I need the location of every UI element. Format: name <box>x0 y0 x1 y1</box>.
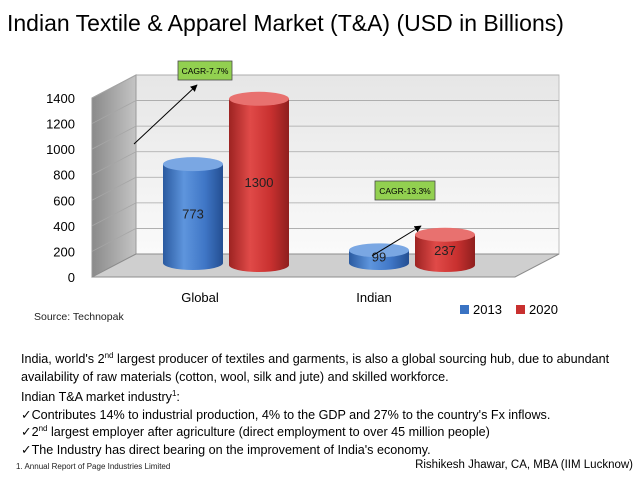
bullet-item: ✓2nd largest employer after agriculture … <box>21 424 629 442</box>
intro-ordinal: nd <box>104 350 114 360</box>
x-tick-label-indian: Indian <box>356 290 391 305</box>
y-tick-label: 1400 <box>46 91 75 106</box>
chart-floor <box>91 253 560 278</box>
data-label-2020-Global: 1300 <box>245 175 274 190</box>
gridline <box>91 125 559 150</box>
bullet-text-end: largest employer after agriculture (dire… <box>47 425 490 439</box>
bar-2020-Global <box>229 98 289 273</box>
chart-source: Source: Technopak <box>34 311 124 323</box>
footnote-marker: 1 <box>171 388 177 398</box>
y-tick-label: 800 <box>53 168 75 183</box>
check-icon: ✓ <box>21 425 32 439</box>
bullet-ordinal: nd <box>38 423 48 433</box>
industry-heading-suffix: : <box>176 390 180 404</box>
industry-heading: Indian T&A market industry1: <box>21 389 629 407</box>
cagr-box <box>374 180 436 201</box>
y-tick-label: 400 <box>53 219 75 234</box>
bar-2020-Indian <box>415 234 475 272</box>
gridline <box>91 151 559 176</box>
bullet-text: The Industry has direct bearing on the i… <box>31 442 431 457</box>
y-tick-label: 600 <box>53 193 75 208</box>
y-tick-label: 1000 <box>46 142 75 157</box>
bar-top-2020-Indian <box>415 227 475 242</box>
x-tick-label-global: Global <box>181 290 219 305</box>
legend-swatch-2020 <box>516 305 525 314</box>
cagr-label: CAGR-13.3% <box>379 186 431 196</box>
cagr-box <box>177 60 233 81</box>
bullet-text-start: 2 <box>31 425 39 439</box>
chart-side-wall <box>91 74 137 278</box>
intro-text-start: India, world's 2 <box>21 352 105 366</box>
cagr-arrow <box>371 225 422 257</box>
gridline <box>91 202 559 227</box>
bullet-text: Contributes 14% to industrial production… <box>31 407 551 422</box>
page-title: Indian Textile & Apparel Market (T&A) (U… <box>7 10 564 36</box>
author-credit: Rishikesh Jhawar, CA, MBA (IIM Lucknow) <box>415 459 633 471</box>
legend-swatch-2013 <box>460 305 469 314</box>
bar-top-2020-Global <box>229 91 289 106</box>
y-tick-label: 0 <box>68 270 75 285</box>
footnote: 1. Annual Report of Page Industries Limi… <box>16 462 171 471</box>
gridline <box>91 176 559 201</box>
bullet-item: ✓The Industry has direct bearing on the … <box>21 442 629 460</box>
legend-label-2013: 2013 <box>473 302 502 314</box>
intro-paragraph: India, world's 2nd largest producer of t… <box>21 351 629 386</box>
gridline <box>91 74 559 99</box>
cagr-label: CAGR-7.7% <box>182 66 229 76</box>
cagr-arrow <box>133 84 198 145</box>
body-text: India, world's 2nd largest producer of t… <box>21 351 629 459</box>
bullet-item: ✓Contributes 14% to industrial productio… <box>21 407 629 425</box>
bar-top-2013-Global <box>163 157 223 172</box>
bar-2013-Global <box>163 164 223 270</box>
check-icon: ✓ <box>21 442 32 457</box>
check-icon: ✓ <box>21 407 32 422</box>
y-tick-label: 200 <box>53 244 75 259</box>
industry-heading-text: Indian T&A market industry <box>21 390 172 404</box>
y-tick-label: 1200 <box>46 117 75 132</box>
gridline <box>91 100 559 124</box>
intro-text-end: largest producer of textiles and garment… <box>21 352 610 384</box>
legend-label-2020: 2020 <box>529 302 558 314</box>
data-label-2013-Global: 773 <box>182 207 204 222</box>
data-label-2020-Indian: 237 <box>434 243 456 258</box>
bar-top-2013-Indian <box>349 243 409 258</box>
